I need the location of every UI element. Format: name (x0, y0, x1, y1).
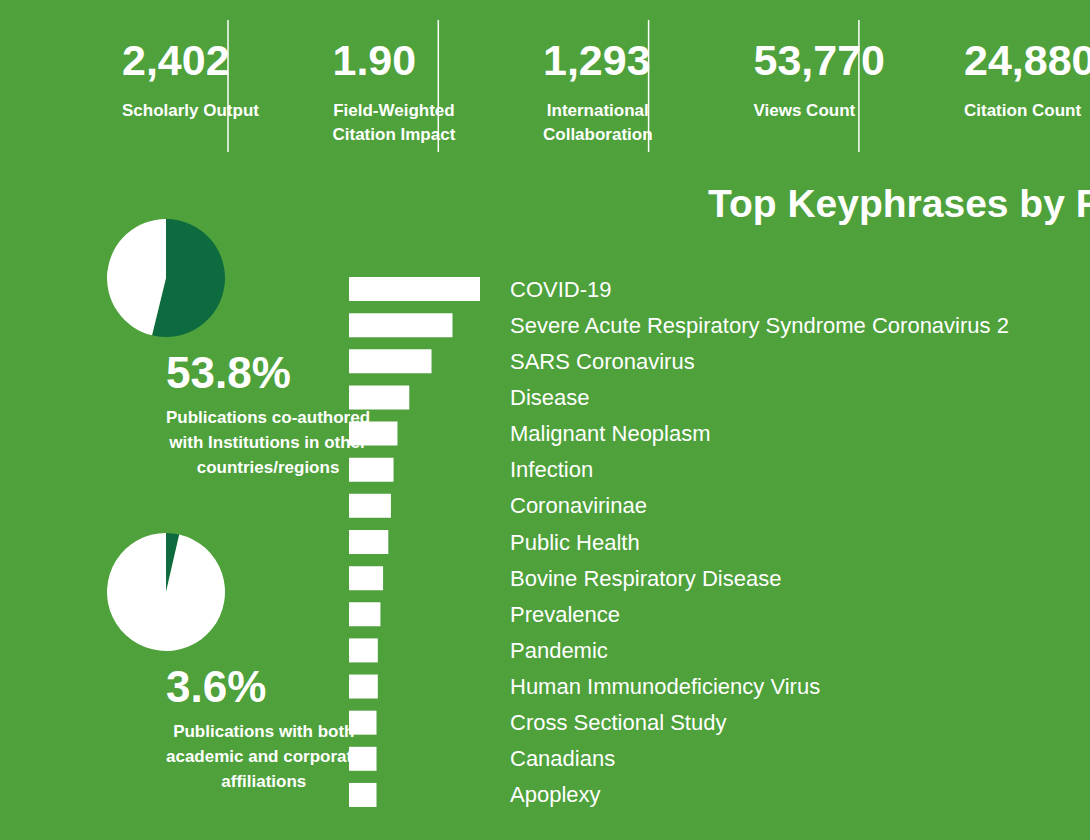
svg-text:Pandemic: Pandemic (510, 638, 608, 663)
svg-text:53.8%: 53.8% (166, 348, 291, 397)
svg-text:academic and corporate: academic and corporate (166, 747, 362, 766)
svg-text:Malignant Neoplasm: Malignant Neoplasm (510, 421, 711, 446)
svg-text:Public Health: Public Health (510, 530, 640, 555)
svg-text:Scholarly Output: Scholarly Output (122, 101, 259, 120)
svg-text:Prevalence: Prevalence (510, 602, 620, 627)
svg-text:with Institutions in other: with Institutions in other (168, 433, 367, 452)
svg-text:2,402: 2,402 (122, 36, 230, 84)
svg-text:Infection: Infection (510, 457, 593, 482)
svg-text:Human Immunodeficiency Virus: Human Immunodeficiency Virus (510, 674, 820, 699)
svg-text:Publications with both: Publications with both (173, 722, 354, 741)
svg-text:countries/regions: countries/regions (197, 458, 340, 477)
svg-text:Citation Impact: Citation Impact (332, 125, 455, 144)
svg-text:1,293: 1,293 (543, 36, 651, 84)
svg-text:Field-Weighted: Field-Weighted (333, 101, 455, 120)
svg-text:Collaboration: Collaboration (543, 125, 653, 144)
svg-text:affiliations: affiliations (221, 772, 306, 791)
svg-text:Apoplexy: Apoplexy (510, 782, 601, 807)
svg-text:53,770: 53,770 (753, 36, 885, 84)
svg-text:Disease: Disease (510, 385, 589, 410)
svg-text:Coronavirinae: Coronavirinae (510, 493, 647, 518)
svg-text:Severe Acute Respiratory Syndr: Severe Acute Respiratory Syndrome Corona… (510, 313, 1009, 338)
svg-text:24,880: 24,880 (964, 36, 1090, 84)
svg-text:COVID-19: COVID-19 (510, 277, 611, 302)
svg-text:Citation Count: Citation Count (964, 101, 1081, 120)
svg-text:SARS Coronavirus: SARS Coronavirus (510, 349, 695, 374)
svg-text:Cross Sectional Study: Cross Sectional Study (510, 710, 726, 735)
svg-text:Top Keyphrases by Relevance: Top Keyphrases by Relevance (708, 182, 1090, 225)
svg-text:Canadians: Canadians (510, 746, 615, 771)
svg-text:Bovine Respiratory Disease: Bovine Respiratory Disease (510, 566, 781, 591)
svg-text:International: International (547, 101, 649, 120)
svg-text:Publications co-authored: Publications co-authored (166, 408, 370, 427)
svg-text:3.6%: 3.6% (166, 662, 266, 711)
svg-text:1.90: 1.90 (332, 36, 416, 84)
svg-text:Views Count: Views Count (753, 101, 855, 120)
